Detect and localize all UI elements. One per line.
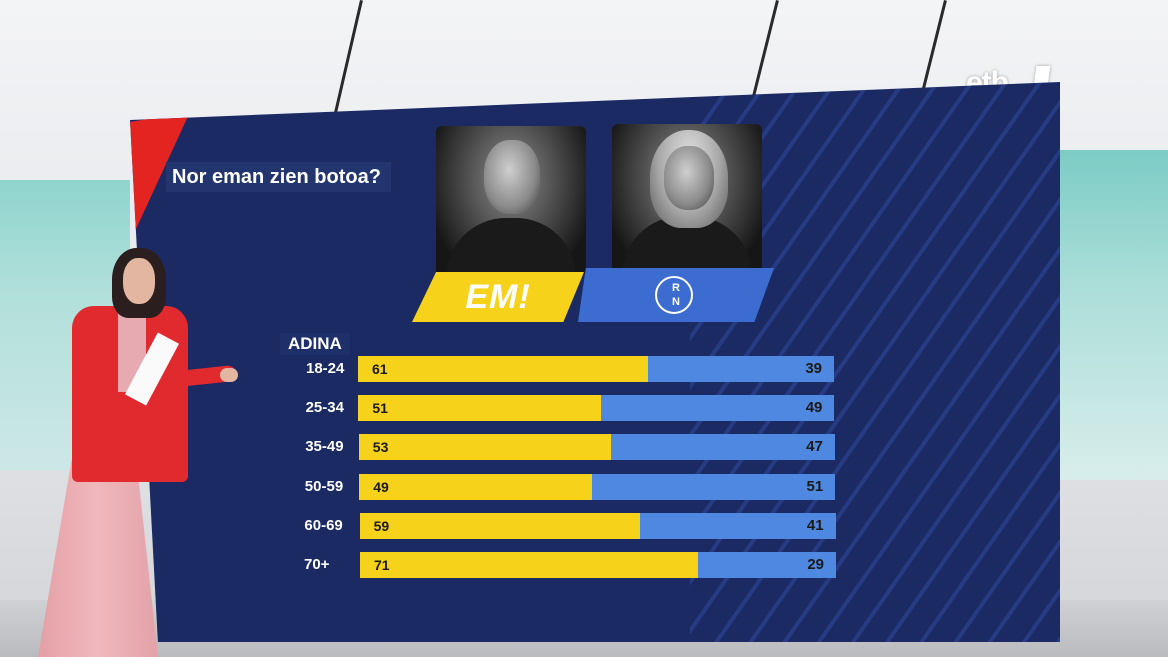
category-label: 60-69 [304, 516, 343, 534]
studio-screen-right [1058, 150, 1168, 480]
bar-em [358, 356, 649, 382]
data-label-rn: 47 [806, 438, 823, 456]
portrait-le-pen [612, 124, 762, 286]
bar-em [359, 512, 641, 539]
category-label: 35-49 [305, 438, 344, 456]
bar-rn [648, 356, 834, 382]
data-label-em: 61 [372, 361, 388, 377]
category-label: 25-34 [305, 399, 344, 417]
bar-em [358, 395, 602, 422]
bar-rn [697, 552, 836, 578]
data-label-rn: 51 [806, 477, 824, 495]
bar-rn [592, 473, 836, 500]
group-label: ADINA [280, 333, 350, 355]
data-label-em: 59 [373, 517, 390, 534]
category-label: 70+ [304, 556, 330, 573]
presenter-face [123, 258, 155, 304]
data-label-em: 49 [373, 478, 389, 495]
portrait-macron [436, 126, 586, 288]
rn-logo-letter-r: R [672, 282, 680, 294]
data-label-em: 53 [372, 439, 389, 456]
data-label-rn: 29 [807, 556, 824, 573]
category-label: 18-24 [306, 360, 345, 377]
party-banner-em: EM! [412, 272, 584, 322]
bar-rn [640, 512, 836, 539]
data-label-em: 51 [372, 400, 388, 417]
category-label: 50-59 [304, 477, 344, 495]
bar-em [360, 552, 698, 578]
rn-logo-icon: R N [655, 276, 693, 314]
rn-logo-letter-n: N [672, 296, 680, 308]
bar-rn [601, 395, 835, 422]
chart-title: Nor eman zien botoa? [166, 162, 391, 192]
data-label-rn: 41 [806, 516, 824, 534]
data-label-rn: 49 [805, 399, 823, 417]
bar-em [358, 434, 612, 461]
presenter-hand [220, 368, 238, 382]
bar-em [359, 473, 593, 500]
data-label-em: 71 [374, 557, 390, 573]
data-label-rn: 39 [805, 360, 822, 377]
bar-rn [611, 434, 835, 461]
